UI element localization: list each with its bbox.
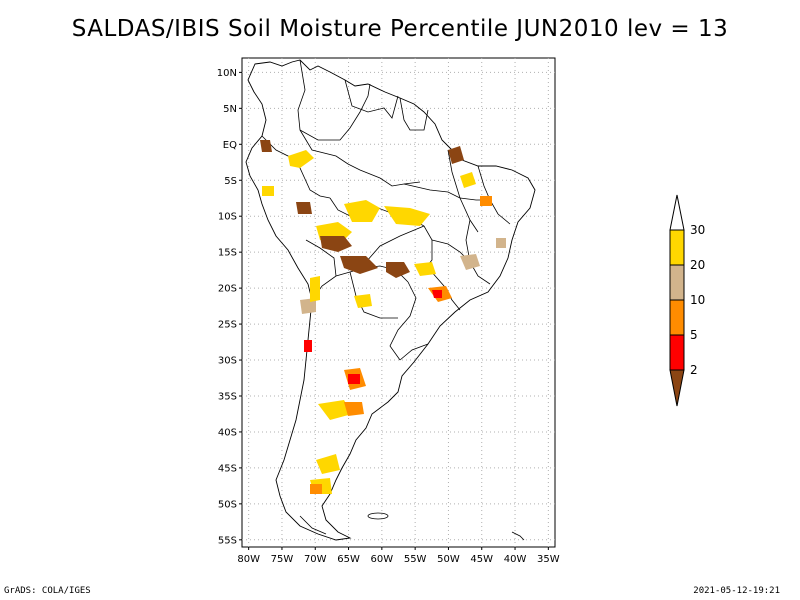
lon-tick-label: 35W xyxy=(537,554,560,565)
map-title: SALDAS/IBIS Soil Moisture Percentile JUN… xyxy=(71,16,729,42)
map-frame xyxy=(241,57,556,548)
lat-tick-label: 50S xyxy=(218,499,237,510)
shading-patch-tan xyxy=(460,254,480,270)
soil-moisture-shading xyxy=(260,140,506,494)
shading-patch-brown xyxy=(320,236,352,252)
shading-patch-red xyxy=(348,374,360,384)
legend-bin-orange xyxy=(669,299,685,336)
shading-patch-orange xyxy=(344,402,364,416)
footer-timestamp: 2021-05-12-19:21 xyxy=(693,586,780,596)
legend-colorbar: 30 20 10 5 2 xyxy=(669,194,705,407)
lat-tick-label: 10S xyxy=(218,212,237,223)
shading-patch-orange xyxy=(310,484,322,494)
legend-label-5: 5 xyxy=(690,328,698,342)
lon-tick-label: 60W xyxy=(371,554,394,565)
legend-bin-gold xyxy=(669,229,685,266)
lat-tick-label: 20S xyxy=(218,284,237,295)
shading-patch-brown xyxy=(340,256,378,274)
islands xyxy=(299,512,525,541)
legend-bottom-arrow xyxy=(669,369,685,407)
shading-patch-gold xyxy=(318,400,352,420)
lat-tick-label: 55S xyxy=(218,535,237,546)
shading-patch-red xyxy=(304,340,312,352)
shading-patch-gold xyxy=(310,276,320,302)
shading-patch-tan xyxy=(300,298,316,314)
south-america-coastline xyxy=(245,59,536,541)
shading-patch-brown xyxy=(386,262,410,278)
lon-tick-label: 55W xyxy=(404,554,427,565)
lat-tick-label: 35S xyxy=(218,391,237,402)
lat-tick-label: 15S xyxy=(218,248,237,259)
legend-label-10: 10 xyxy=(690,293,705,307)
legend-bin-tan xyxy=(669,264,685,301)
lat-tick-label: 25S xyxy=(218,320,237,331)
shading-patch-gold xyxy=(414,262,436,276)
lat-tick-label: 40S xyxy=(218,427,237,438)
lat-tick-label: 5N xyxy=(223,104,237,115)
shading-patch-brown xyxy=(260,140,272,152)
shading-patch-gold xyxy=(262,186,274,196)
lat-tick-label: 45S xyxy=(218,463,237,474)
lat-tick-label: 5S xyxy=(224,176,237,187)
legend-label-20: 20 xyxy=(690,258,705,272)
footer-credit: GrADS: COLA/IGES xyxy=(4,586,91,596)
shading-patch-brown xyxy=(296,202,312,214)
graticule xyxy=(239,58,555,550)
shading-patch-gold xyxy=(384,206,430,226)
lon-tick-label: 65W xyxy=(337,554,360,565)
lat-tick-label: EQ xyxy=(223,140,237,151)
shading-patch-gold xyxy=(460,172,476,188)
shading-patch-red xyxy=(432,290,442,298)
lat-tick-label: 30S xyxy=(218,356,237,367)
lon-tick-label: 45W xyxy=(470,554,493,565)
latitude-labels: 10N 5N EQ 5S 10S 15S 20S 25S 30S 35S 40S 45S 50S 55S xyxy=(217,68,237,546)
lon-tick-label: 50W xyxy=(437,554,460,565)
shading-patch-gold xyxy=(354,294,372,308)
legend-top-arrow xyxy=(669,194,685,231)
shading-patch-orange xyxy=(480,196,492,206)
shading-patch-tan xyxy=(496,238,506,248)
longitude-labels: 80W 75W 70W 65W 60W 55W 50W 45W 40W 35W xyxy=(237,554,559,565)
lon-tick-label: 40W xyxy=(504,554,527,565)
shading-patch-gold xyxy=(344,200,380,222)
lon-tick-label: 70W xyxy=(304,554,327,565)
legend-label-30: 30 xyxy=(690,223,705,237)
lon-tick-label: 75W xyxy=(271,554,294,565)
legend-label-2: 2 xyxy=(690,363,698,377)
legend-bin-red xyxy=(669,334,685,371)
lon-tick-label: 80W xyxy=(237,554,260,565)
shading-patch-brown xyxy=(448,146,464,164)
lat-tick-label: 10N xyxy=(217,68,237,79)
shading-patch-gold xyxy=(316,454,340,474)
shading-patch-gold xyxy=(288,150,314,168)
